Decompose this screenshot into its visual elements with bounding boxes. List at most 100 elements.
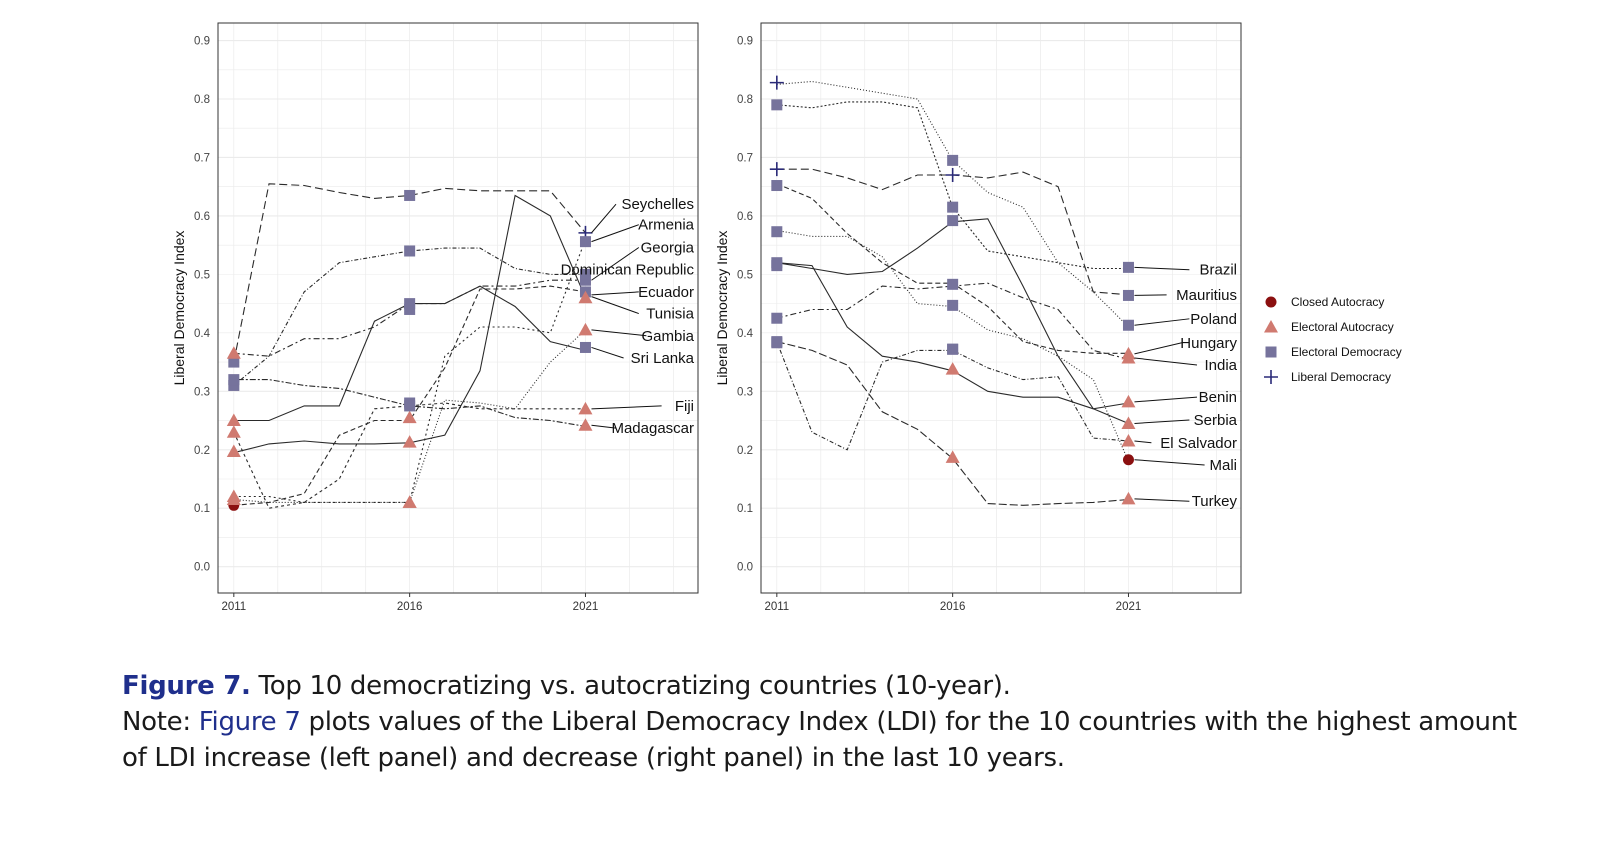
data-point-marker [947,201,959,213]
country-label: Armenia [638,217,695,234]
x-tick-label: 2016 [397,601,423,613]
y-tick-label: 0.8 [194,94,210,106]
data-point-marker [1122,261,1134,273]
data-point-marker [945,168,960,182]
data-point-marker [947,278,959,290]
data-point-marker [578,401,593,415]
plot-frame [217,22,699,594]
y-tick-label: 0.3 [194,386,210,398]
data-point-marker [1121,350,1136,364]
y-tick-label: 0.6 [737,211,753,223]
data-point-marker [402,410,417,424]
data-point-marker [947,215,959,227]
data-point-marker [1121,416,1136,429]
y-tick-label: 0.4 [194,328,211,340]
series-line-georgia [233,279,586,357]
y-tick-label: 0.1 [194,503,210,515]
figure-caption: Figure 7. Top 10 democratizing vs. autoc… [122,668,1542,776]
label-leader-line [591,296,639,315]
y-tick-label: 0.4 [737,328,754,340]
x-tick-label: 2016 [940,601,966,613]
country-label: Benin [1199,389,1237,406]
data-point-marker [769,75,784,90]
right-panel: 0.0 0.1 0.2 0.3 0.4 0.5 0.6 0.7 0.8 0.9 2011 2016 20… [714,22,1242,613]
y-tick-label: 0.5 [737,269,753,281]
y-tick-label: 0.2 [194,445,210,457]
label-leader-line [591,291,639,296]
data-point-marker [228,379,240,391]
data-point-marker [947,154,959,166]
data-point-marker [579,274,591,286]
y-tick-label: 0.2 [737,445,753,457]
data-point-marker [404,303,416,315]
series-line-turkey [776,341,1129,506]
data-point-marker [945,450,960,463]
country-label: El Salvador [1160,435,1237,452]
label-leader-line [1134,266,1190,271]
x-tick-label: 2021 [573,601,599,613]
note-prefix: Note: [122,707,199,737]
data-point-marker [226,444,241,458]
figure-label: Figure 7. [122,671,251,701]
data-point-marker [771,257,783,269]
data-point-marker [947,299,959,311]
legend-label: Liberal Democracy [1291,370,1391,384]
data-point-marker [579,268,591,280]
country-label: Seychelles [621,196,694,213]
caption-title-line: Figure 7. Top 10 democratizing vs. autoc… [122,668,1542,704]
data-point-marker [1121,491,1136,505]
data-point-marker [1121,434,1136,447]
country-label: Madagascar [611,420,694,437]
legend-label: Electoral Autocracy [1291,320,1394,334]
country-label: Gambia [641,328,694,345]
data-point-marker [771,336,783,348]
data-point-marker [1121,394,1136,408]
data-point-marker [771,226,783,238]
data-point-marker [402,435,417,448]
country-label: Ecuador [638,284,694,301]
label-leader-line [1134,294,1167,296]
country-label: India [1204,357,1237,374]
series-line-seychelles [233,183,586,363]
chart-legend: Closed Autocracy Electoral Autocracy Elect… [1264,295,1402,384]
country-label: Mali [1209,457,1237,474]
country-label: Georgia [641,239,695,256]
label-leader-line [1134,459,1205,466]
legend-label: Closed Autocracy [1291,295,1384,309]
x-tick-label: 2011 [221,601,246,613]
data-point-marker [1122,454,1134,466]
data-point-marker [226,346,241,359]
grid-lines [761,23,1241,593]
country-label: Mauritius [1176,287,1237,304]
label-leader-line [1134,357,1198,366]
data-point-marker [945,362,960,375]
label-leader-line [1134,498,1190,502]
x-tick-label: 2021 [1116,601,1142,613]
country-label: Tunisia [646,306,694,323]
data-point-marker [228,356,240,368]
data-point-marker [1122,319,1134,331]
label-leader-line [591,247,640,281]
data-point-marker [1122,289,1134,301]
data-point-marker [771,312,783,324]
label-leader-line [1134,396,1198,403]
figure-reference-link[interactable]: Figure 7 [198,707,301,737]
data-point-marker [228,374,240,386]
data-point-marker [226,492,241,505]
y-tick-label: 0.8 [737,94,753,106]
country-label: Sri Lanka [631,350,695,367]
data-point-marker [579,341,591,353]
data-point-marker [404,400,416,412]
y-axis-label: Liberal Democracy Index [171,231,187,386]
y-tick-label: 0.7 [194,152,210,164]
data-point-marker [404,189,416,201]
label-leader-line [1134,440,1152,444]
label-leader-line [591,329,647,337]
label-leader-line [591,346,624,359]
label-leader-line [591,224,639,243]
country-label: Brazil [1199,262,1237,279]
country-label: Turkey [1192,493,1238,510]
figure-title: Top 10 democratizing vs. autocratizing c… [250,671,1011,701]
legend-marker-circle [1265,296,1277,308]
series-line-madagascar [233,379,586,427]
